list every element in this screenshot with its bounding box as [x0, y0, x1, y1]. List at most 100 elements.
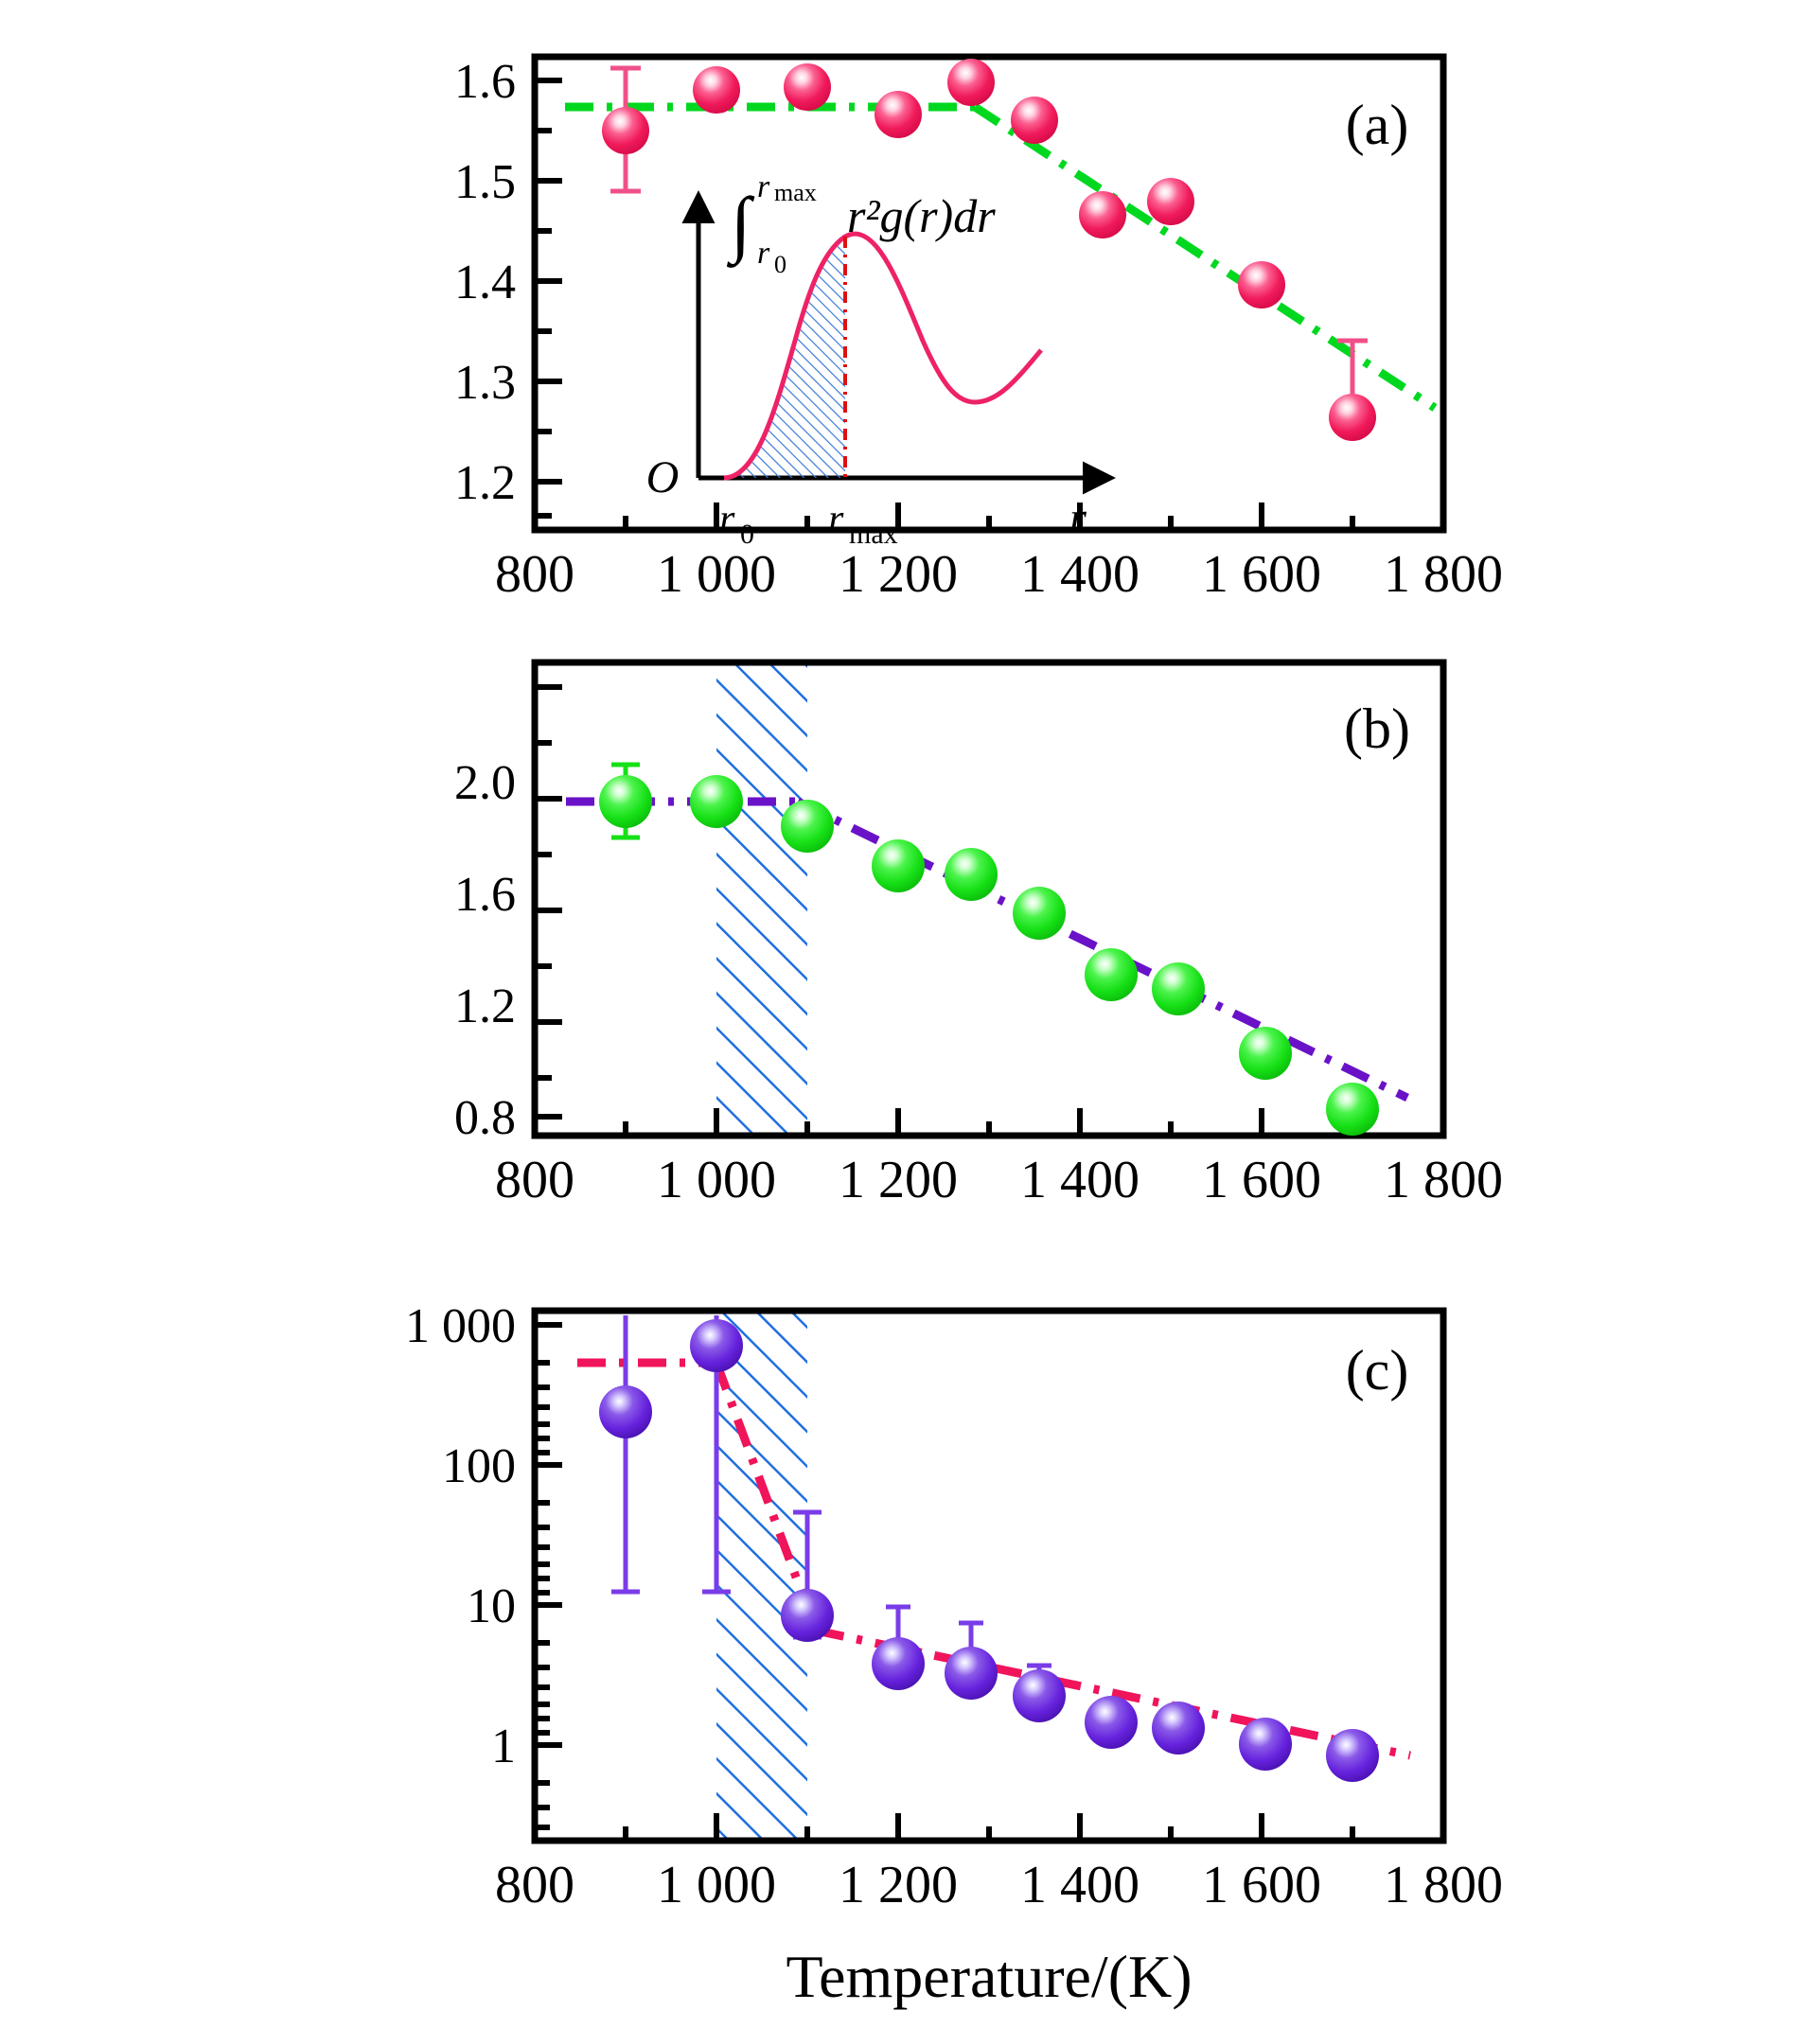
panel-b-point [1326, 1083, 1379, 1136]
panel-c-xtick-0: 800 [495, 1856, 574, 1914]
panel-c-xticks [532, 1813, 1446, 1841]
integral-upper-limit-sub: max [774, 179, 817, 206]
panel-a-xtick-2: 1 200 [839, 545, 958, 604]
panel-a-point [947, 59, 995, 106]
panel-a-ytick-4: 1.6 [454, 55, 516, 109]
panel-c-ytick-0: 1 [491, 1719, 516, 1773]
panel-b-xtick-3: 1 400 [1020, 1151, 1140, 1209]
panel-b-ytick-3: 2.0 [454, 756, 516, 810]
inset-xtick-r0: r [719, 498, 735, 541]
panel-b-point [1013, 887, 1066, 940]
panel-c-yticklabels: 1 10 100 1 000 [405, 1299, 516, 1773]
integral-lower-limit: r [757, 236, 770, 271]
panel-c-fit-steep-drop [712, 1361, 821, 1632]
panel-c-point [1239, 1718, 1292, 1771]
panel-b-xtick-5: 1 800 [1384, 1151, 1503, 1209]
panel-b-datapoints [599, 775, 1379, 1136]
panel-a-point [1011, 97, 1058, 144]
panel-a-xtick-4: 1 600 [1202, 545, 1321, 604]
panel-a-point [693, 66, 740, 114]
panel-c-point [1326, 1729, 1379, 1782]
panel-c-point [1085, 1696, 1138, 1749]
panel-b: Coordination number 0.8 1.2 1.6 2.0 [454, 659, 1503, 1209]
panel-c-point [945, 1647, 998, 1700]
panel-b-ytick-0: 0.8 [454, 1091, 516, 1145]
panel-b-point [1085, 948, 1138, 1001]
panel-b-fit-decline [796, 797, 1409, 1102]
panel-c-point [872, 1637, 925, 1690]
panel-a-ytick-3: 1.5 [454, 155, 516, 209]
panel-b-point [599, 775, 652, 828]
inset-integral-expression: ∫ r max r 0 r²g(r)dr [726, 169, 996, 278]
panel-c-ytick-2: 100 [442, 1439, 516, 1493]
panel-c-point [1152, 1702, 1205, 1755]
panel-c-plot-frame [531, 1307, 1447, 1844]
panel-c-xtick-1: 1 000 [657, 1856, 776, 1914]
panel-a-fit-line [565, 102, 1438, 412]
panel-b-plot-frame [531, 659, 1447, 1139]
panel-a-xtick-5: 1 800 [1384, 545, 1503, 604]
panel-b-fit-line [566, 797, 1409, 1102]
panel-a-point [1079, 191, 1126, 238]
integral-symbol-icon: ∫ [726, 182, 755, 268]
panel-b-point [781, 800, 834, 853]
panel-c-xtick-4: 1 600 [1202, 1856, 1321, 1914]
inset-xtick-rmax-sub: max [849, 519, 898, 550]
panel-c-xtick-5: 1 800 [1384, 1856, 1503, 1914]
panel-c-point [1013, 1669, 1066, 1722]
panel-b-xtick-1: 1 000 [657, 1151, 776, 1209]
panel-a-xtick-0: 800 [495, 545, 574, 604]
panel-c-xticklabels: 800 1 000 1 200 1 400 1 600 1 800 [495, 1856, 1503, 1914]
panel-c-fit-line [577, 1358, 1411, 1760]
panel-c: Chain length [405, 1299, 1503, 1914]
inset-rg-plot: r²g(r) ∫ r max r 0 r²g(r)dr O r 0 r max … [646, 169, 1116, 550]
inset-xaxis-label: r [1069, 493, 1087, 541]
panel-b-ytick-1: 1.2 [454, 979, 516, 1033]
panel-a-ytick-0: 1.2 [454, 456, 516, 510]
panel-b-xticks [532, 1108, 1446, 1136]
panel-a-point [875, 91, 922, 138]
panel-b-xtick-0: 800 [495, 1151, 574, 1209]
panel-a-xtick-1: 1 000 [657, 545, 776, 604]
panel-c-xtick-2: 1 200 [839, 1856, 958, 1914]
panel-a-point [1147, 178, 1194, 225]
panel-b-ytick-2: 1.6 [454, 868, 516, 922]
panel-a-yticks [535, 78, 562, 519]
xaxis-title: Temperature/(K) [786, 1943, 1192, 2010]
panel-c-fit-shallow-decline [815, 1626, 1411, 1760]
panel-c-ytick-1: 10 [467, 1579, 516, 1633]
panel-a: Area under the first peak of g(r) 1.2 1.… [454, 53, 1503, 604]
panel-b-yticklabels: 0.8 1.2 1.6 2.0 [454, 756, 516, 1145]
panel-a-point [784, 63, 831, 111]
panel-c-tag: (c) [1346, 1339, 1409, 1402]
panel-a-point [602, 107, 649, 154]
integral-lower-limit-sub: 0 [774, 251, 786, 278]
panel-c-point [781, 1589, 834, 1642]
inset-xtick-rmax: r [828, 498, 844, 541]
panel-b-xticklabels: 800 1 000 1 200 1 400 1 600 1 800 [495, 1151, 1503, 1209]
integral-upper-limit: r [757, 169, 770, 204]
panel-b-transition-band [716, 662, 807, 1136]
panel-b-point [872, 839, 925, 892]
panel-a-errorbars [610, 65, 1368, 433]
panel-a-tag: (a) [1346, 94, 1409, 156]
panel-c-yticks [535, 1322, 562, 1830]
panel-a-datapoints [602, 59, 1376, 441]
panel-b-point [1239, 1027, 1292, 1080]
panel-a-ytick-1: 1.3 [454, 356, 516, 410]
inset-origin-label: O [646, 452, 680, 503]
panel-c-xtick-3: 1 400 [1020, 1856, 1140, 1914]
panel-a-xticks [532, 503, 1446, 530]
panel-b-point [1152, 962, 1205, 1015]
panel-a-point [1238, 261, 1285, 309]
panel-b-yticks [535, 684, 562, 1120]
inset-xtick-r0-sub: 0 [740, 519, 754, 550]
panel-c-ytick-3: 1 000 [405, 1299, 516, 1353]
panel-b-point [945, 848, 998, 901]
panel-a-xtick-3: 1 400 [1020, 545, 1140, 604]
panel-c-point [599, 1385, 652, 1438]
panel-c-datapoints [599, 1319, 1379, 1782]
panel-a-xticklabels: 800 1 000 1 200 1 400 1 600 1 800 [495, 545, 1503, 604]
panel-b-tag: (b) [1344, 697, 1410, 760]
